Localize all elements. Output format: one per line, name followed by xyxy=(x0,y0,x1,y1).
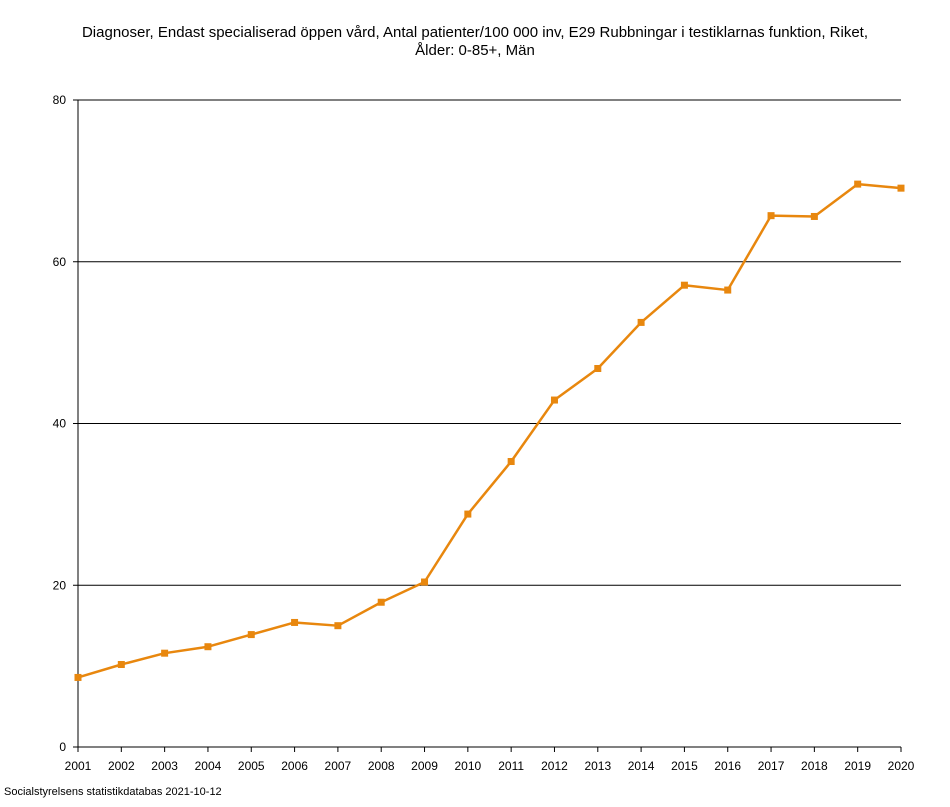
x-tick-label: 2016 xyxy=(714,759,741,773)
x-tick-label: 2015 xyxy=(671,759,698,773)
x-tick-label: 2005 xyxy=(238,759,265,773)
data-point-2004 xyxy=(204,643,212,651)
x-tick-label: 2019 xyxy=(844,759,871,773)
data-point-2010 xyxy=(464,510,472,518)
data-point-2012 xyxy=(550,396,558,404)
data-point-2008 xyxy=(377,598,385,606)
x-tick-label: 2007 xyxy=(325,759,352,773)
chart-title: Diagnoser, Endast specialiserad öppen vå… xyxy=(0,24,950,60)
x-tick-label: 2001 xyxy=(65,759,92,773)
x-tick-label: 2002 xyxy=(108,759,135,773)
y-axis-ticks: 0 20 40 60 80 xyxy=(53,93,78,754)
data-point-2001 xyxy=(74,673,82,681)
data-series xyxy=(74,180,905,681)
y-tick-label: 40 xyxy=(53,417,67,431)
data-point-2005 xyxy=(247,631,255,639)
x-tick-label: 2013 xyxy=(584,759,611,773)
data-point-2019 xyxy=(854,180,862,188)
data-point-2014 xyxy=(637,318,645,326)
data-point-2011 xyxy=(507,458,515,466)
y-tick-label: 80 xyxy=(53,93,67,107)
x-tick-label: 2020 xyxy=(888,759,915,773)
data-point-2017 xyxy=(767,212,775,220)
data-point-2009 xyxy=(421,578,429,586)
chart-title-line-2: Ålder: 0-85+, Män xyxy=(415,42,535,59)
x-tick-label: 2006 xyxy=(281,759,308,773)
data-point-2007 xyxy=(334,622,342,630)
x-tick-label: 2003 xyxy=(151,759,178,773)
data-point-2002 xyxy=(117,661,125,669)
data-point-2013 xyxy=(594,365,602,373)
x-tick-label: 2010 xyxy=(454,759,481,773)
data-point-2018 xyxy=(810,212,818,220)
data-point-2003 xyxy=(161,649,169,657)
y-tick-label: 20 xyxy=(53,578,67,592)
x-tick-label: 2017 xyxy=(758,759,785,773)
x-tick-label: 2014 xyxy=(628,759,655,773)
series-line xyxy=(77,182,902,679)
x-tick-label: 2004 xyxy=(195,759,222,773)
data-point-2020 xyxy=(897,184,905,192)
data-point-2016 xyxy=(724,286,732,294)
x-tick-label: 2012 xyxy=(541,759,568,773)
x-tick-label: 2018 xyxy=(801,759,828,773)
y-tick-label: 60 xyxy=(53,255,67,269)
data-point-2015 xyxy=(680,281,688,289)
gridlines xyxy=(78,99,901,586)
source-footer: Socialstyrelsens statistikdatabas 2021-1… xyxy=(4,786,222,798)
x-tick-label: 2009 xyxy=(411,759,438,773)
chart-title-line-1: Diagnoser, Endast specialiserad öppen vå… xyxy=(81,24,869,41)
y-tick-label: 0 xyxy=(59,740,66,754)
x-tick-label: 2008 xyxy=(368,759,395,773)
x-tick-label: 2011 xyxy=(498,759,524,773)
x-axis-ticks: 2001 2002 2003 2004 2005 2006 2007 2008 2009 2010… xyxy=(65,747,915,773)
data-point-2006 xyxy=(291,618,299,626)
